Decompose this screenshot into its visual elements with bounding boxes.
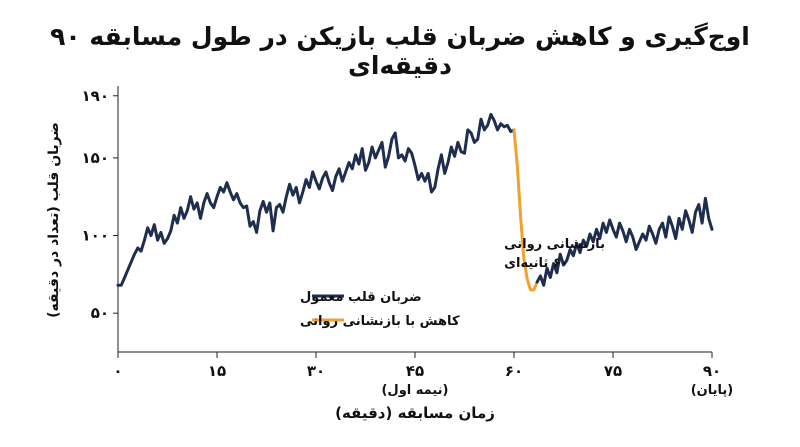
y-axis-label: ضربان قلب (تعداد در دقیقه) [46, 122, 62, 318]
y-tick-label: ۱۰۰ [82, 227, 109, 245]
x-tick-sublabel: (پایان) [691, 383, 734, 398]
series-line-2 [535, 196, 714, 287]
legend-label: ضربان قلب معمول [300, 290, 422, 305]
x-tick-sublabel: (نیمه اول) [381, 383, 448, 398]
legend-label: کاهش با بازنشانی روانی [300, 314, 460, 329]
chart-title: اوج‌گیری و کاهش ضربان قلب بازیکن در طول … [50, 22, 750, 80]
x-axis-label: زمان مسابقه (دقیقه) [335, 404, 495, 422]
x-tick-label: ۱۵ [208, 362, 226, 380]
series-line-0 [116, 112, 516, 287]
x-tick-label: ۹۰ [703, 362, 721, 380]
x-tick-label: ۰ [113, 362, 122, 380]
x-tick-label: ۷۵ [604, 362, 622, 380]
y-tick-label: ۵۰ [91, 304, 109, 322]
x-tick-label: ۴۵ [406, 362, 424, 380]
annotation-text: بازنشانی روانی [504, 237, 605, 252]
x-tick-label: ۳۰ [307, 362, 325, 380]
series-line-1 [512, 128, 539, 292]
y-tick-label: ۱۹۰ [82, 87, 109, 105]
annotation-text: ۶۰ ثانیه‌ای [504, 256, 569, 271]
y-tick-label: ۱۵۰ [82, 149, 109, 167]
x-tick-label: ۶۰ [505, 362, 523, 380]
